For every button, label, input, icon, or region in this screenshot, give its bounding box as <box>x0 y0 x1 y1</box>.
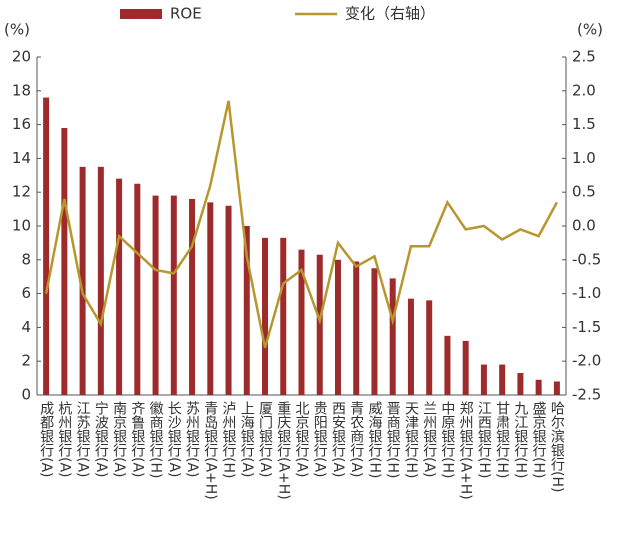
bar <box>553 381 560 395</box>
bar <box>298 249 305 395</box>
y2-tick-label: 2.5 <box>572 48 596 66</box>
y2-tick-label: -2.5 <box>572 386 601 404</box>
bar <box>116 178 123 395</box>
bar <box>407 298 414 395</box>
y-tick-label: 4 <box>21 318 31 336</box>
x-tick-label: 长沙银行(A) <box>166 401 182 478</box>
x-tick-label: 九江银行(H) <box>512 401 528 478</box>
line <box>44 100 558 349</box>
y-tick-label: 16 <box>12 115 31 133</box>
x-tick-label: 南京银行(A) <box>111 401 127 478</box>
x-tick-label: 厦门银行(A) <box>257 401 273 478</box>
x-tick-label: 北京银行(A) <box>294 401 310 478</box>
bar <box>170 195 177 395</box>
x-tick-label: 齐鲁银行(A) <box>129 401 145 478</box>
bar <box>462 340 469 395</box>
x-tick-label: 晋商银行(H) <box>385 401 401 478</box>
x-tick-label: 盛京银行(H) <box>531 401 547 478</box>
y-tick-label: 6 <box>21 284 31 302</box>
bar <box>79 166 86 395</box>
x-tick-label: 青农商行(A) <box>348 401 364 478</box>
y-tick-label: 14 <box>12 149 31 167</box>
y2-tick-label: -2.0 <box>572 352 601 370</box>
y2-tick-label: 1.0 <box>572 149 596 167</box>
x-tick-label: 贵阳银行(A) <box>312 401 328 478</box>
x-tick-label: 上海银行(A) <box>239 401 255 478</box>
bar <box>243 226 250 395</box>
y-tick-label: 0 <box>21 386 31 404</box>
x-tick-label: 杭州银行(A) <box>56 401 72 478</box>
y-tick-label: 18 <box>12 81 31 99</box>
bar <box>280 237 287 395</box>
bar <box>134 183 141 395</box>
bar <box>444 335 451 395</box>
bar <box>389 278 396 395</box>
bar <box>262 237 269 395</box>
y2-tick-label: 2.0 <box>572 81 596 99</box>
y2-tick-label: -0.5 <box>572 250 601 268</box>
bar <box>61 127 68 395</box>
bar <box>97 166 104 395</box>
bar <box>152 195 159 395</box>
x-tick-label: 西安银行(A) <box>330 401 346 478</box>
x-tick-label: 江苏银行(A) <box>75 401 91 478</box>
y-tick-label: 10 <box>12 217 31 235</box>
x-tick-label: 甘肃银行(H) <box>494 401 510 478</box>
bar <box>43 97 50 395</box>
bar <box>517 373 524 395</box>
y2-unit: (%) <box>577 21 603 39</box>
bar <box>499 364 506 395</box>
bar <box>480 364 487 395</box>
bar <box>225 205 232 395</box>
y2-tick-label: 0.5 <box>572 183 596 201</box>
x-tick-label: 郑州银行(A+H) <box>458 401 474 500</box>
bar <box>334 259 341 395</box>
x-tick-label: 威海银行(H) <box>366 401 382 478</box>
bar <box>189 198 196 395</box>
x-tick-label: 中原银行(H) <box>439 401 455 478</box>
x-tick-label: 徽商银行(H) <box>148 401 164 478</box>
y-tick-label: 2 <box>21 352 31 370</box>
x-tick-label: 泸州银行(H) <box>221 401 237 478</box>
y2-tick-label: -1.5 <box>572 318 601 336</box>
y-unit: (%) <box>4 21 30 39</box>
x-tick-label: 苏州银行(A) <box>184 401 200 478</box>
bar <box>535 379 542 395</box>
x-tick-label: 天津银行(H) <box>403 401 419 478</box>
y-tick-label: 12 <box>12 183 31 201</box>
bar <box>316 254 323 395</box>
x-tick-label: 青岛银行(A+H) <box>202 401 218 500</box>
x-tick-label: 江西银行(H) <box>476 401 492 478</box>
bar <box>207 202 214 395</box>
y2-tick-label: 1.5 <box>572 115 596 133</box>
bar <box>353 261 360 395</box>
y-tick-label: 20 <box>12 48 31 66</box>
x-tick-label: 兰州银行(A) <box>421 401 437 478</box>
x-tick-label: 成都银行(A) <box>38 401 54 478</box>
x-tick-label: 哈尔滨银行(H) <box>549 401 565 492</box>
y2-tick-label: 0.0 <box>572 217 596 235</box>
y2-tick-label: -1.0 <box>572 284 601 302</box>
x-tick-label: 重庆银行(A+H) <box>275 401 291 500</box>
legend-label: ROE <box>170 5 202 23</box>
legend-label: 变化（右轴） <box>345 5 435 23</box>
bar <box>426 300 433 395</box>
bar <box>371 268 378 395</box>
y-tick-label: 8 <box>21 250 31 268</box>
legend-swatch <box>120 9 162 19</box>
x-tick-label: 宁波银行(A) <box>93 400 109 477</box>
